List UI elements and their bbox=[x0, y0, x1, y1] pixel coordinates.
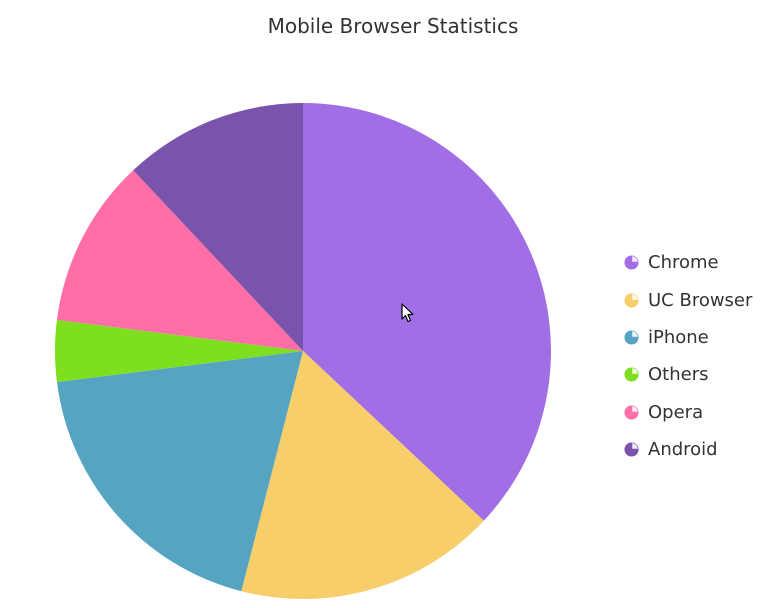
mouse-cursor-icon bbox=[401, 303, 414, 323]
legend-item-iphone[interactable]: iPhone bbox=[624, 319, 773, 356]
legend: Chrome UC Browser iPhone Others Opera Android bbox=[624, 244, 773, 468]
pie-slice-iphone[interactable] bbox=[56, 351, 304, 592]
legend-item-opera[interactable]: Opera bbox=[624, 394, 773, 431]
pie-icon bbox=[624, 367, 639, 382]
legend-item-uc-browser[interactable]: UC Browser bbox=[624, 281, 773, 318]
chart-title: Mobile Browser Statistics bbox=[267, 14, 519, 38]
pie-icon bbox=[624, 442, 639, 457]
pie-slice-chrome[interactable] bbox=[303, 103, 551, 521]
pie-icon bbox=[624, 405, 639, 420]
legend-label: UC Browser bbox=[648, 289, 753, 311]
legend-label: iPhone bbox=[648, 326, 709, 348]
legend-label: Chrome bbox=[648, 252, 719, 274]
pie-icon bbox=[624, 293, 639, 308]
legend-item-chrome[interactable]: Chrome bbox=[624, 244, 773, 281]
legend-label: Opera bbox=[648, 401, 704, 423]
legend-label: Android bbox=[648, 439, 718, 461]
pie-slices bbox=[55, 103, 551, 600]
legend-item-others[interactable]: Others bbox=[624, 356, 773, 393]
pie-slice-others[interactable] bbox=[55, 319, 303, 383]
pie-icon bbox=[624, 255, 639, 270]
pie-icon bbox=[624, 330, 639, 345]
legend-item-android[interactable]: Android bbox=[624, 431, 773, 468]
pie-slice-uc-browser[interactable] bbox=[241, 351, 484, 600]
pie-slice-opera[interactable] bbox=[56, 170, 304, 351]
pie-slice-android[interactable] bbox=[133, 103, 303, 351]
legend-label: Others bbox=[648, 364, 709, 386]
